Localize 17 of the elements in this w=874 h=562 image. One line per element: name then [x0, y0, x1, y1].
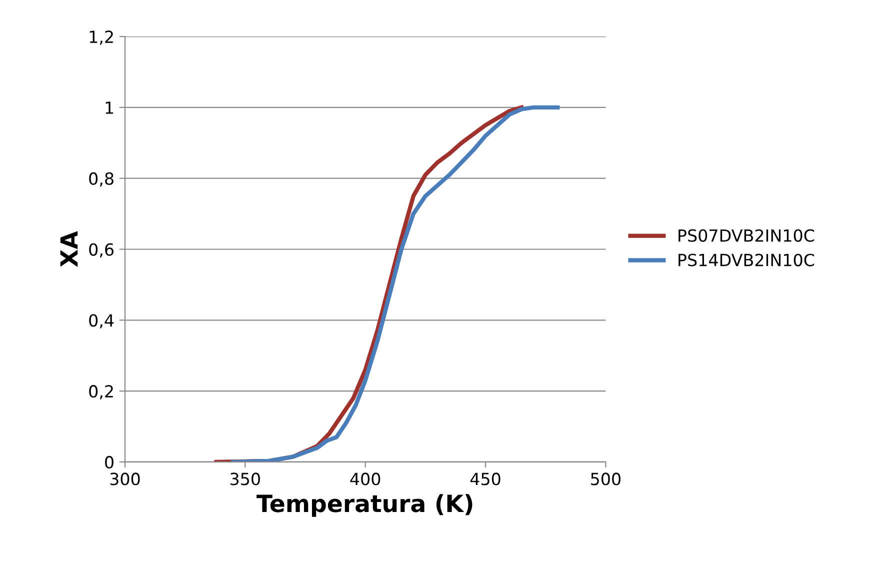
y-tick-label: 0,8 [89, 172, 114, 187]
y-tick-label: 0,2 [89, 385, 113, 400]
x-tick-label: 500 [591, 472, 620, 486]
x-tick-label: 450 [470, 472, 500, 486]
y-tick-label: 0,4 [89, 314, 114, 328]
line-series [231, 105, 560, 462]
y-tick-label: 0,6 [89, 243, 114, 258]
y-tick-label: 1 [106, 102, 114, 114]
legend-label: PS14DVB2IN10C [678, 254, 814, 266]
x-tick-label: 400 [350, 472, 380, 486]
x-tick-label: 350 [230, 472, 260, 486]
y-axis-title: XA [60, 231, 78, 268]
y-tick-label: 0 [105, 456, 114, 469]
x-axis-title: Temperatura (K) [256, 494, 472, 517]
x-tick-label: 300 [110, 472, 140, 486]
legend-label: PS07DVB2IN10C [678, 229, 814, 242]
y-tick-label: 1,2 [90, 30, 113, 45]
